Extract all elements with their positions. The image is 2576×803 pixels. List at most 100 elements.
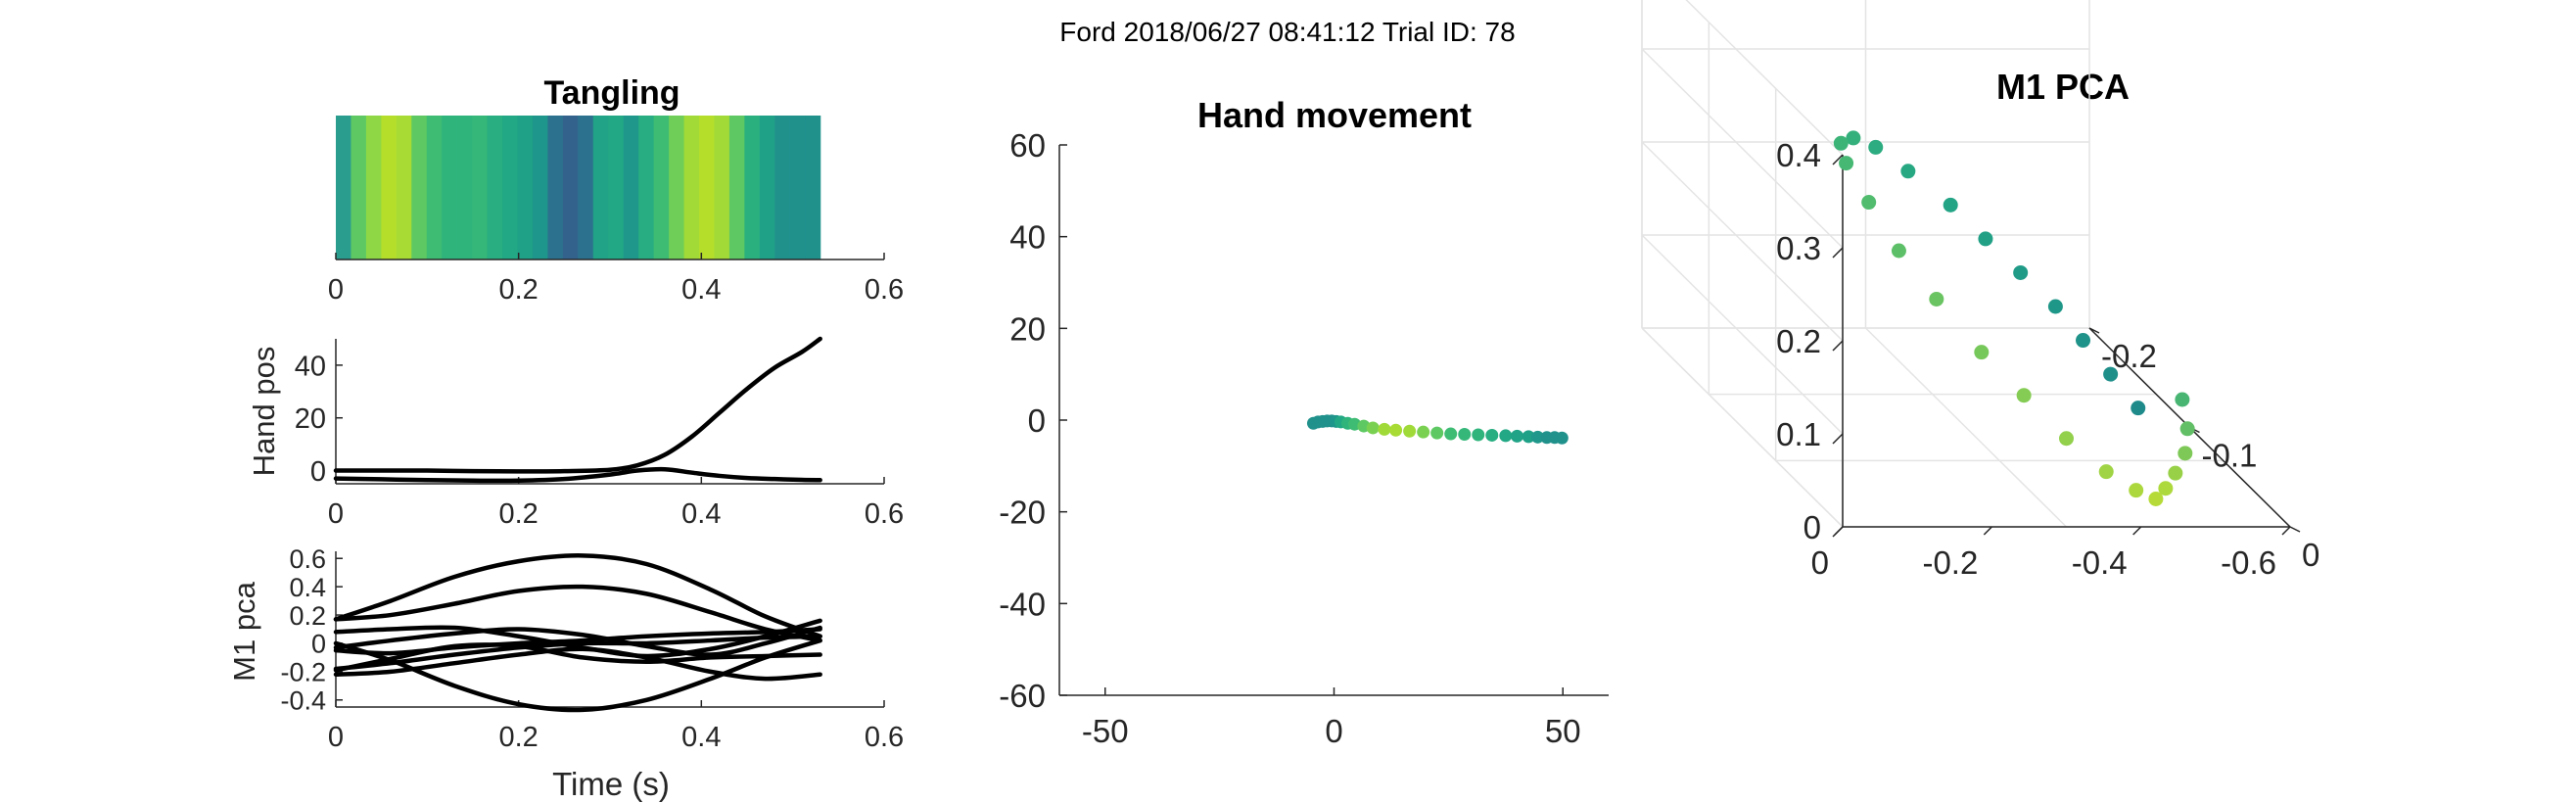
m1-pca-3d-box [1641, 0, 2291, 528]
m1-pca-3d-grid-line [1641, 327, 1844, 528]
m1-pca-x-tick-label: 0.6 [865, 722, 904, 753]
tangling-cell [411, 116, 428, 260]
m1-pca-3d-grid-line [1641, 48, 1844, 249]
tangling-cell [336, 116, 352, 260]
m1-pca-x-tick-label: 0.4 [681, 722, 721, 753]
tangling-cell [381, 116, 398, 260]
m1-pca-3d-x-tick-mark [2289, 526, 2301, 533]
hand-movement-point [1499, 429, 1513, 443]
hand-movement-point [1458, 428, 1472, 442]
hand-pos-x-tick-label: 0.2 [499, 498, 539, 530]
m1-pca-3d-point [2016, 388, 2032, 403]
tangling-cell [365, 116, 382, 260]
m1-pca-3d-point [2098, 464, 2114, 480]
tangling-cell [669, 116, 685, 260]
m1-pca-x-ticks: 0 0.2 0.4 0.6 [328, 700, 904, 753]
hand-movement-point [1511, 429, 1523, 443]
m1-pca-3d-point [2103, 366, 2119, 382]
tangling-cell [547, 116, 564, 260]
m1-pca-3d-z-tick-mark [1832, 247, 1844, 259]
m1-pca-3d-z-tick-label: 0.4 [1776, 137, 1821, 173]
tangling-cell [728, 116, 745, 260]
m1-pca-3d-z-tick-mark [1832, 154, 1844, 165]
m1-pca-3d-point [2059, 431, 2074, 447]
m1-pca-3d-y-tick-label: -0.4 [2072, 544, 2128, 581]
m1-pca-3d-point [1839, 156, 1854, 171]
tangling-cell [759, 116, 775, 260]
tangling-cell [426, 116, 443, 260]
hand-movement-title: Hand movement [1197, 95, 1472, 135]
tangling-x-tick-label: 0 [328, 274, 344, 306]
m1-pca-3d-point [2013, 264, 2029, 280]
hand-movement-y-tick-label: -20 [999, 495, 1046, 531]
figure-suptitle: Ford 2018/06/27 08:41:12 Trial ID: 78 [1059, 17, 1515, 47]
tangling-cell [638, 116, 655, 260]
hand-movement-point [1522, 430, 1535, 444]
m1-pca-series-8 [333, 642, 822, 673]
m1-pca-3d-point [2168, 465, 2183, 481]
m1-pca-3d-point [1943, 197, 1958, 213]
hand-movement-x-tick-label: -50 [1082, 713, 1129, 749]
hand-movement-point [1366, 421, 1380, 435]
m1-pca-3d-point [1929, 291, 1944, 307]
hand-pos-y-tick-label: 0 [310, 456, 326, 488]
m1-pca-3d-x-tick-label: -0.1 [2202, 438, 2258, 474]
hand-movement-points [1306, 414, 1569, 445]
hand-movement-panel: Hand movement -60 -40 -20 0 20 40 60 -50 0 50 [999, 95, 1609, 749]
m1-pca-y-tick-label: -0.4 [280, 685, 326, 715]
m1-pca-3d-point [2131, 401, 2146, 416]
m1-pca-3d-y-tick-label: -0.6 [2221, 544, 2276, 581]
hand-movement-point [1485, 428, 1499, 442]
tangling-cell [562, 116, 579, 260]
hand-pos-y-ticks: 0 20 40 [295, 351, 343, 488]
hand-movement-y-tick-label: 20 [1009, 310, 1046, 347]
tangling-cell [532, 116, 549, 260]
m1-pca-3d-point [2148, 492, 2164, 506]
hand-movement-x-ticks: -50 0 50 [1082, 687, 1581, 749]
m1-pca-3d-point [2158, 481, 2174, 496]
m1-pca-3d-point [2076, 333, 2091, 349]
m1-pca-3d-point [1868, 139, 1884, 155]
tangling-cell [396, 116, 412, 260]
hand-movement-point [1444, 427, 1458, 441]
hand-pos-series-1 [333, 336, 822, 474]
hand-movement-point [1378, 422, 1391, 436]
m1-pca-panel: -0.4-0.200.20.40.6 0 0.2 0.4 0.6 M1 pca Tim… [227, 544, 904, 802]
m1-pca-3d-y-tick-mark [2132, 526, 2142, 536]
tangling-cell [517, 116, 534, 260]
hand-movement-y-tick-label: 60 [1009, 127, 1046, 164]
m1-pca-3d-x-tick-mark [2088, 327, 2100, 334]
tangling-x-tick-label: 0.4 [681, 274, 721, 306]
hand-pos-panel: 0 20 40 0 0.2 0.4 0.6 Hand pos [247, 336, 904, 530]
tangling-cell [472, 116, 489, 260]
m1-pca-3d-point [2129, 483, 2144, 498]
m1-pca-3d-point [1974, 345, 1990, 360]
tangling-x-ticks: 0 0.2 0.4 0.6 [328, 253, 904, 306]
m1-pca-y-ticks: -0.4-0.200.20.40.6 [280, 544, 343, 715]
m1-pca-3d-point [2175, 392, 2190, 407]
hand-movement-point [1430, 426, 1444, 440]
tangling-cell [805, 116, 821, 260]
m1-pca-3d-y-tick-label: 0 [1811, 544, 1829, 581]
m1-pca-3d-points [1833, 130, 2195, 506]
hand-movement-point [1403, 424, 1417, 438]
hand-pos-x-tick-label: 0.6 [865, 498, 904, 530]
m1-pca-3d-ticks: 00.10.20.30.4-0.6-0.4-0.20-0.2-0.10 [1776, 137, 2319, 581]
tangling-cell [699, 116, 716, 260]
hand-pos-series-2 [333, 466, 822, 484]
m1-pca-3d-point [2178, 446, 2193, 461]
tangling-x-tick-label: 0.2 [499, 274, 539, 306]
m1-pca-3d-y-tick-mark [1834, 526, 1844, 536]
m1-pca-3d-point [1891, 243, 1906, 259]
m1-pca-series-6 [333, 634, 822, 672]
m1-pca-series-2 [333, 584, 822, 643]
m1-pca-3d-point [1861, 195, 1877, 211]
tangling-cell [714, 116, 730, 260]
hand-movement-y-ticks: -60 -40 -20 0 20 40 60 [999, 127, 1067, 714]
m1-pca-3d-grid-line [1864, 327, 2068, 528]
m1-pca-x-tick-label: 0.2 [499, 722, 539, 753]
hand-movement-point [1472, 428, 1485, 442]
m1-pca-3d-z-tick-mark [1832, 340, 1844, 352]
tangling-cell [351, 116, 367, 260]
